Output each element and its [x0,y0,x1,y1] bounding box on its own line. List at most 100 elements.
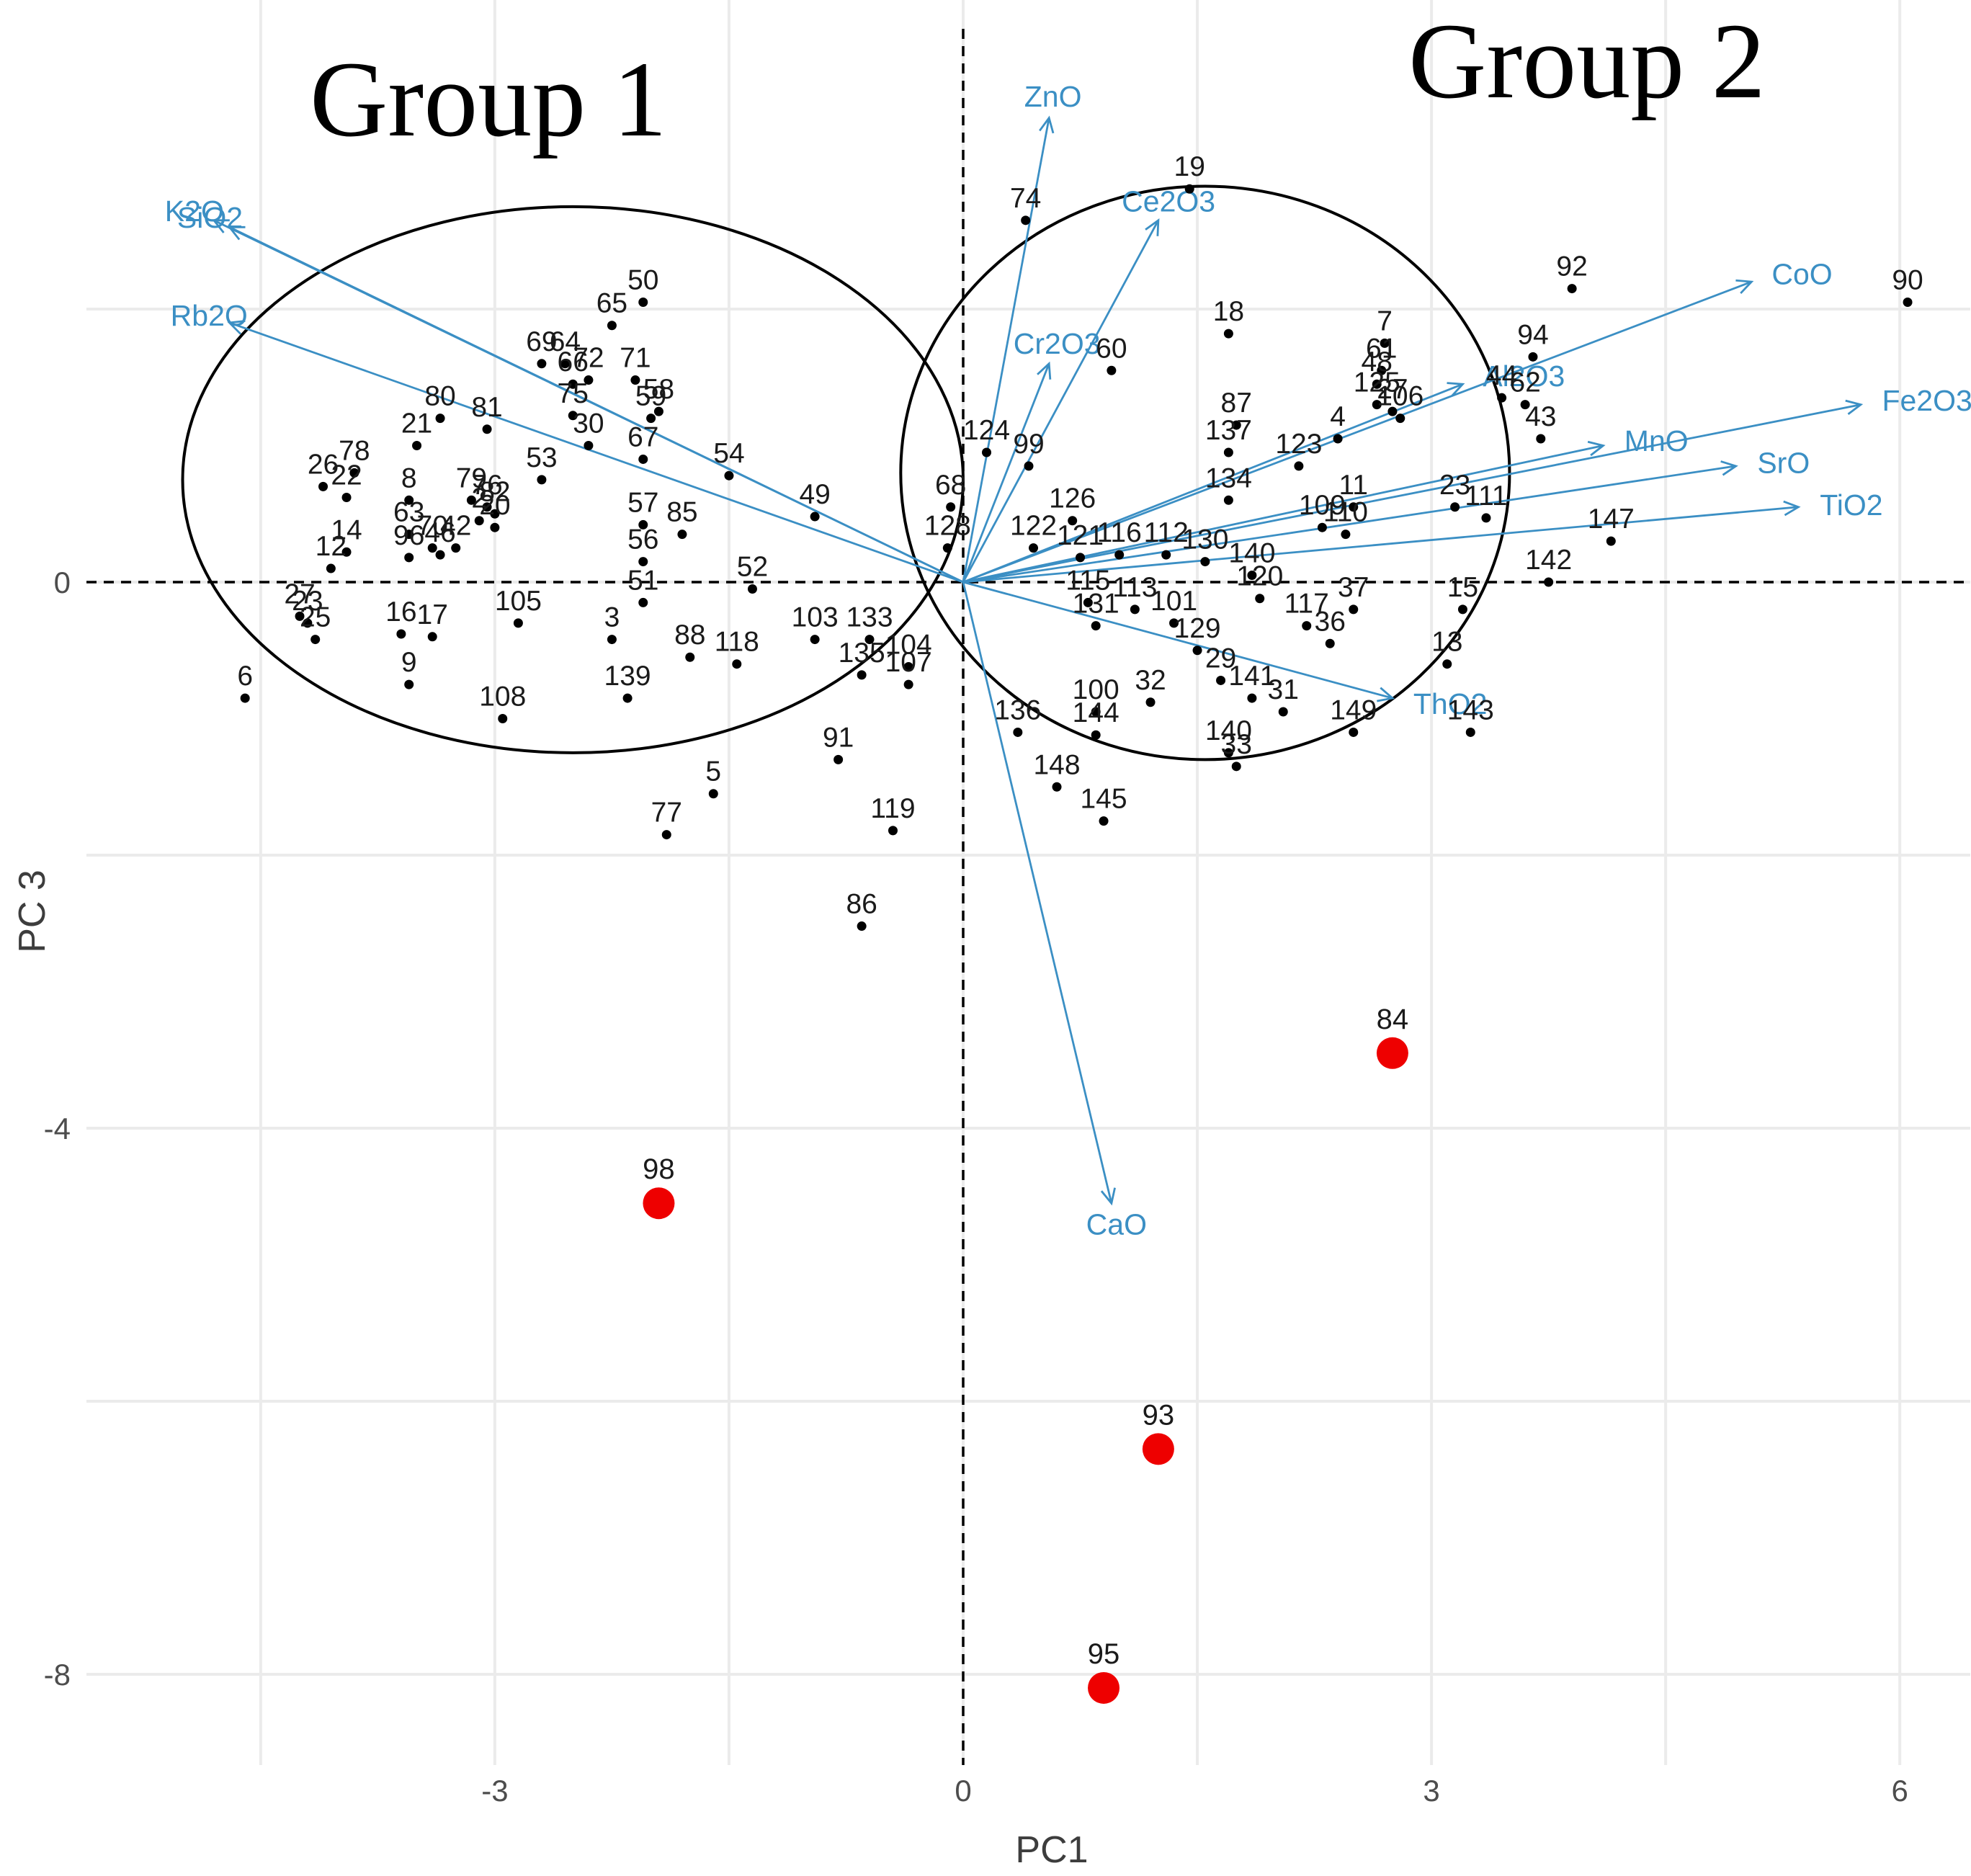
loading-label: CoO [1771,257,1832,290]
score-point [1333,434,1343,444]
score-point [1024,461,1034,471]
score-point-label: 19 [1174,151,1205,182]
loading-arrow-head [1783,500,1801,517]
group-ellipse [899,184,1511,761]
score-point [1223,748,1233,758]
score-point [942,543,952,553]
score-point-label: 104 [885,629,932,660]
score-point [1528,352,1538,362]
score-point [1223,447,1233,457]
score-point-label: 52 [737,551,768,582]
score-point [1349,727,1359,737]
score-point [1372,400,1382,410]
score-point-label: 119 [870,793,915,824]
score-point-label: 101 [1150,586,1197,617]
score-point [1302,621,1312,631]
score-point [1457,604,1467,615]
score-point-label: 61 [1366,333,1397,364]
score-point-label: 12 [316,531,347,562]
score-point [466,495,476,505]
score-point [1606,536,1616,546]
score-point [537,475,547,485]
score-point [310,635,321,645]
score-point [607,321,617,331]
score-point [1372,379,1382,389]
score-point-label: 135 [839,638,885,669]
score-point [412,441,422,450]
score-point-label: 31 [1268,674,1299,705]
score-point [857,670,867,680]
score-point-label: 103 [792,602,839,633]
score-point [435,550,445,560]
score-point-label: 26 [308,449,339,480]
loading-label: Al2O3 [1483,359,1565,393]
score-point [724,470,734,481]
score-point [1029,543,1039,553]
score-point-label: 96 [393,520,424,551]
score-point-label: 108 [479,682,526,713]
y-tick-label: -4 [44,1112,71,1145]
score-point-label: 107 [885,647,932,678]
outlier-label: 95 [1088,1638,1120,1670]
score-point-label: 51 [627,565,658,596]
score-point-label: 133 [846,602,893,633]
score-point [810,512,820,522]
score-point-label: 148 [1033,749,1080,780]
score-point-label: 7 [1377,305,1393,336]
loading-label: Rb2O [171,299,248,332]
score-point-label: 68 [935,470,966,501]
score-point-label: 6 [237,661,253,692]
outlier-point [1376,1037,1408,1069]
score-point-label: 100 [1073,674,1119,705]
reference-lines [86,29,1970,1765]
score-point-label: 142 [1525,545,1572,576]
loading-arrow-head [1100,1187,1116,1206]
score-point-label: 4 [1330,401,1346,432]
score-point-label: 64 [550,326,581,357]
score-point [1091,730,1101,740]
score-point [1255,594,1265,604]
score-point-label: 27 [1377,374,1408,405]
score-point [1021,215,1031,225]
score-point [498,714,508,723]
score-point-label: 13 [1431,627,1462,658]
score-point-label: 69 [526,326,557,357]
loading-label: Ce2O3 [1122,184,1215,218]
score-point [1130,604,1140,615]
y-tick-label: -8 [44,1658,71,1692]
score-point [1481,513,1491,523]
score-point-label: 149 [1330,694,1377,725]
score-point-label: 121 [1057,520,1104,551]
group-ellipse [181,205,965,754]
score-point-label: 111 [1465,481,1507,512]
loading-label: SrO [1757,446,1810,479]
score-point [1247,571,1257,581]
score-point-label: 76 [471,470,502,501]
loading-label: K2O [165,195,224,228]
score-point-label: 123 [1275,429,1322,460]
score-point [864,635,875,645]
score-point [1184,184,1194,194]
score-point-label: 81 [471,392,502,423]
score-point [1536,434,1546,444]
loading-arrow-line [962,506,1799,584]
group-label: Group 2 [1408,1,1766,121]
score-point [833,754,844,764]
loading-arrow-line [962,383,1463,584]
score-point-label: 125 [1354,367,1400,398]
score-point [1349,604,1359,615]
score-point-label: 33 [1221,729,1252,760]
score-point [638,298,648,308]
score-point-label: 86 [846,889,877,920]
score-point-label: 136 [994,694,1041,725]
score-point-label: 147 [1588,504,1635,535]
outlier-label: 93 [1143,1399,1175,1431]
x-axis-title: PC1 [1015,1829,1088,1871]
loading-arrow-line [229,321,964,584]
score-point [653,406,663,416]
grid-lines [86,0,1970,1765]
score-point [1169,618,1179,628]
score-point [1052,782,1062,792]
score-point-label: 94 [1517,319,1548,350]
score-point-label: 124 [963,415,1010,446]
